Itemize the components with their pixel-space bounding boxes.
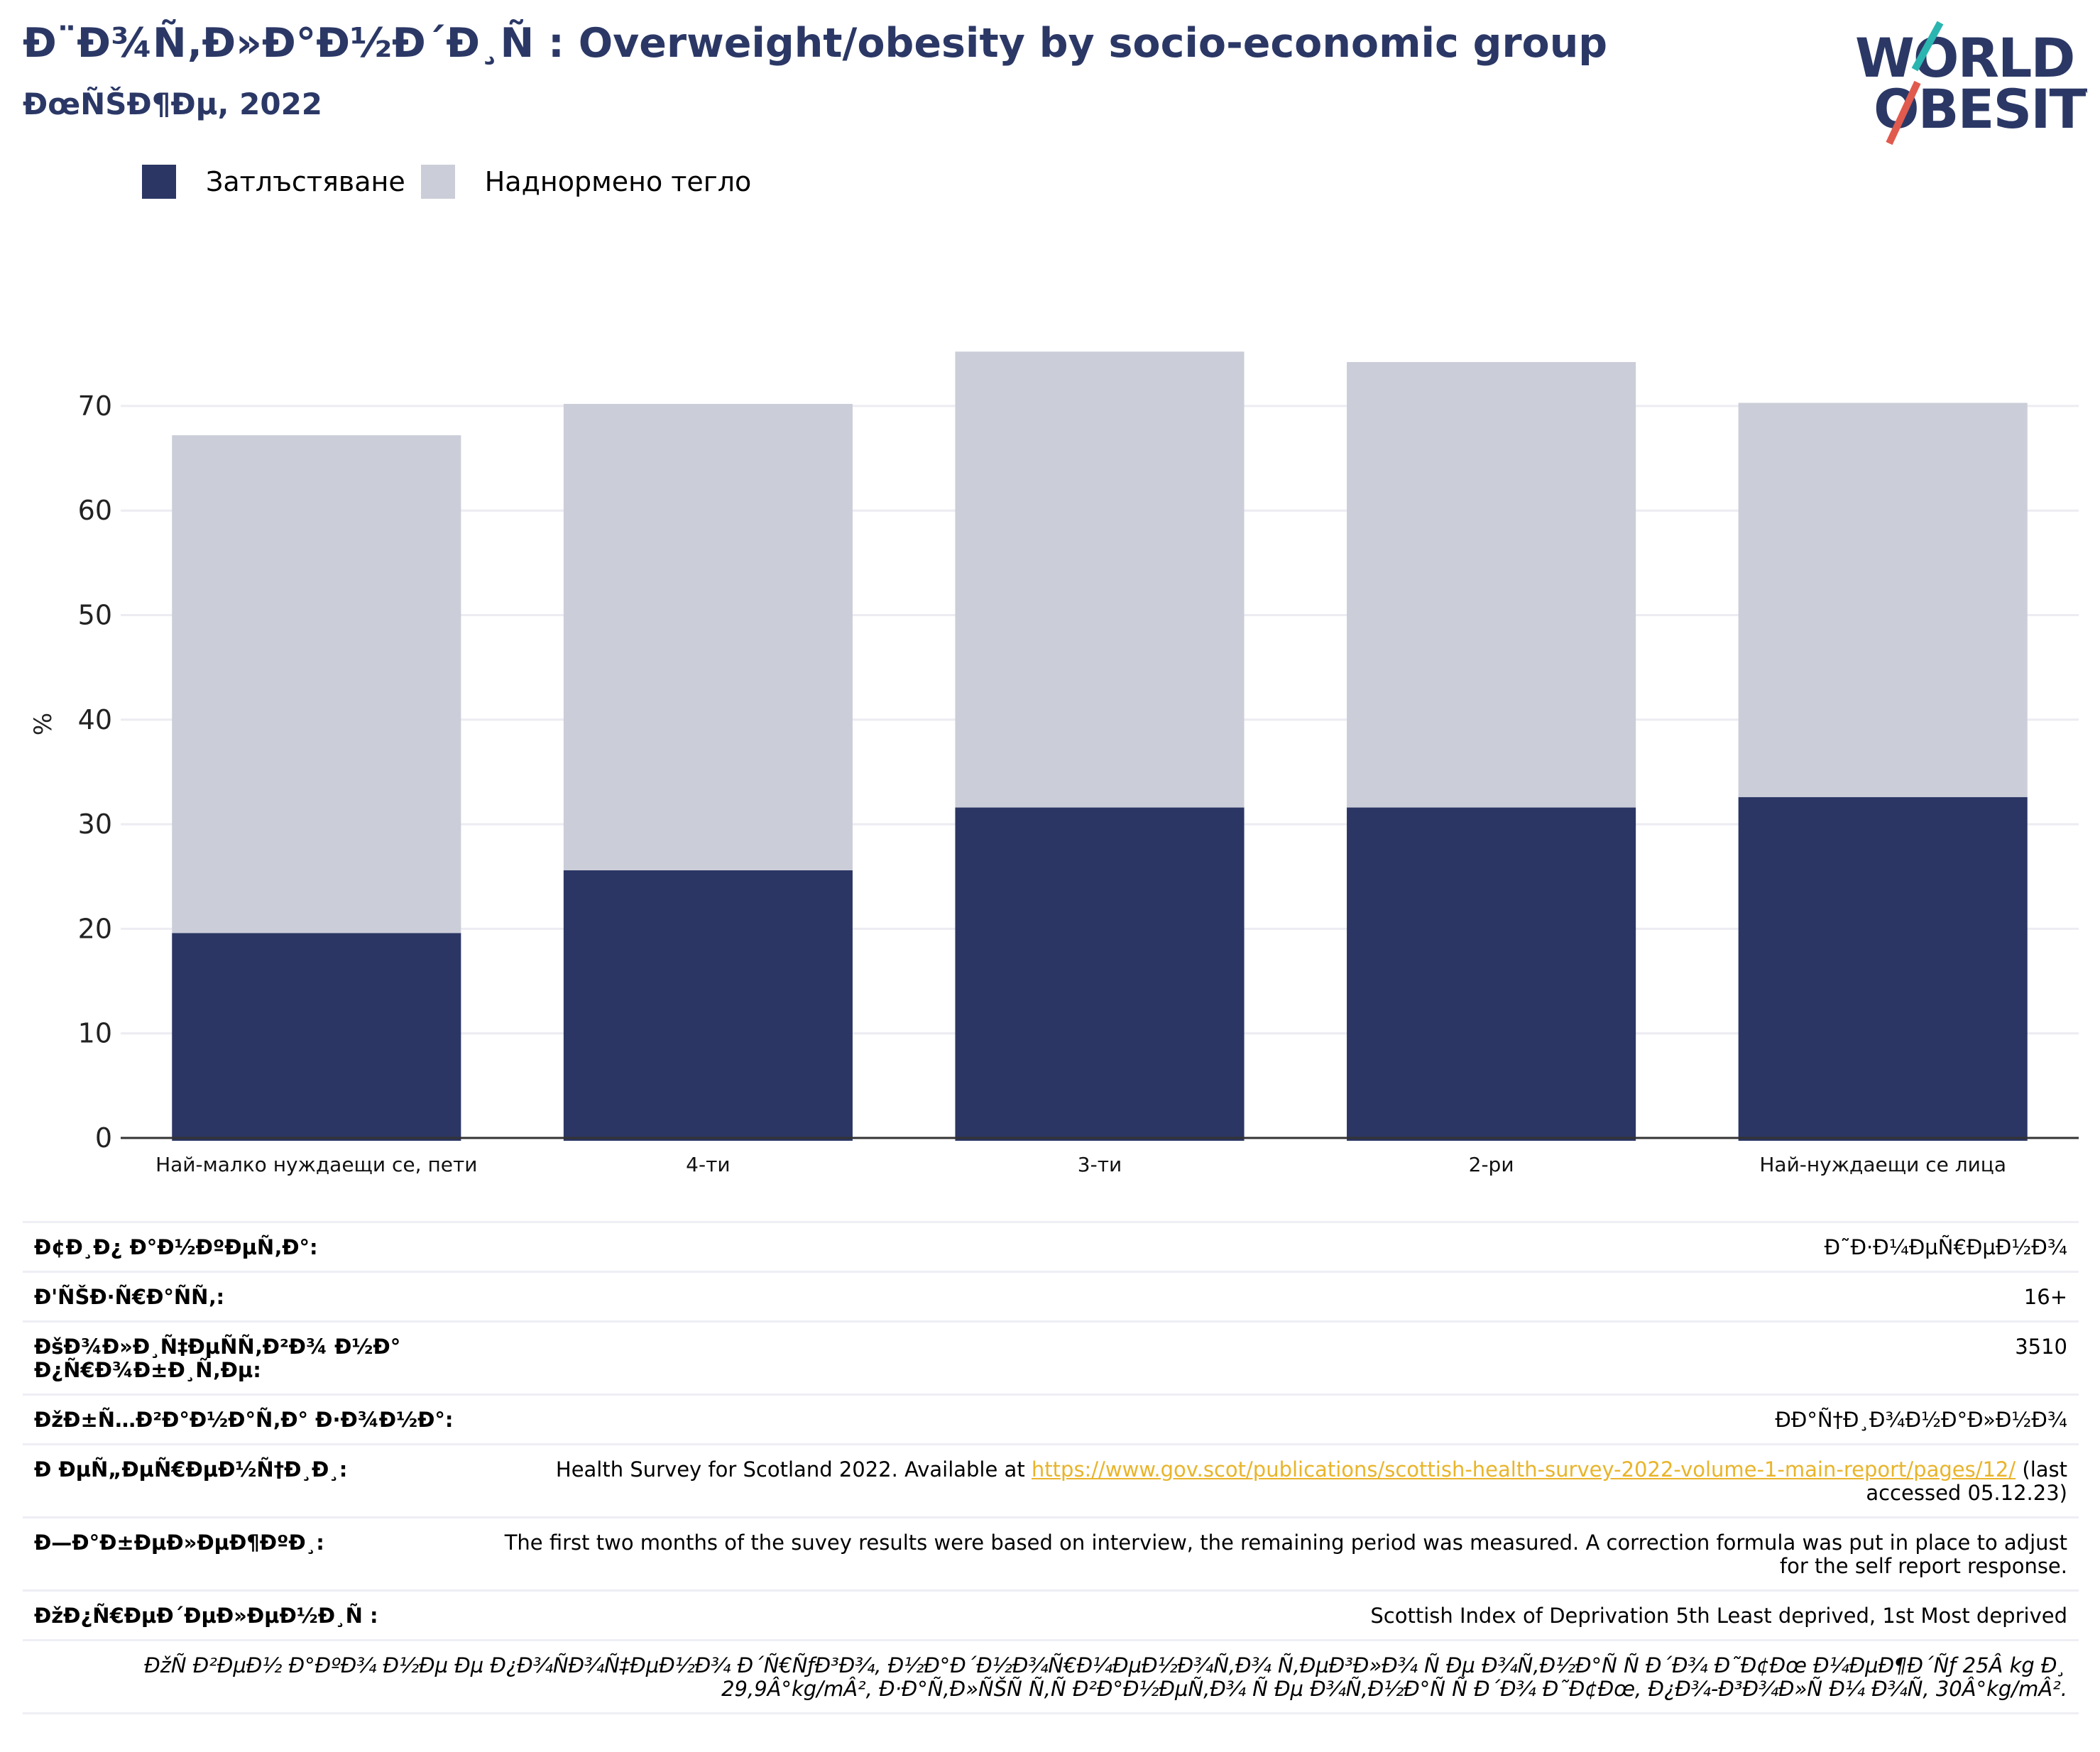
y-tick-label: 30 — [78, 809, 112, 840]
chart-legend: Затлъстяване Наднормено тегло — [142, 163, 767, 200]
meta-value: Health Survey for Scotland 2022. Availab… — [488, 1458, 2067, 1505]
meta-value: 16+ — [2023, 1285, 2067, 1309]
bar-overweight — [172, 435, 461, 934]
bar-obesity — [955, 807, 1245, 1141]
y-tick-label: 20 — [78, 913, 112, 944]
meta-row-definitions: ÐžÐ¿Ñ€ÐµÐ´ÐµÐ»ÐµÐ½Ð¸Ñ : Scottish Index o… — [23, 1589, 2079, 1639]
meta-value: Ð˜Ð·Ð¼ÐµÑ€ÐµÐ½Ð¾ — [1824, 1235, 2067, 1259]
bar-obesity — [563, 870, 853, 1141]
x-tick-label: Най-нуждаещи се лица — [1759, 1153, 2006, 1176]
stacked-bar-chart: 0 10 20 30 40 50 60 70% Най-малко нуждаещи се, п… — [29, 351, 2079, 1176]
y-tick-label: 0 — [95, 1122, 112, 1154]
world-obesity-logo: WORLD OBESITY — [1855, 21, 2087, 146]
page-subtitle: ÐœÑŠÐ¶Ðµ, 2022 — [23, 87, 323, 121]
logo-line-world: WORLD — [1855, 26, 2074, 89]
footnote: ÐžÑ Ð²ÐµÐ½ Ð°ÐºÐ¾ Ð½Ðµ Ðµ Ð¿Ð¾ÑÐ¾Ñ‡ÐµÐ½Ð… — [23, 1639, 2079, 1714]
meta-label: ÐšÐ¾Ð»Ð¸Ñ‡ÐµÑÑ‚Ð²Ð¾ Ð½Ð° Ð¿Ñ€Ð¾Ð±Ð¸Ñ‚Ðµ: — [34, 1335, 401, 1382]
bar-overweight — [1738, 403, 2028, 797]
meta-value: Scottish Index of Deprivation 5th Least … — [1370, 1604, 2067, 1628]
bar-obesity — [1347, 807, 1636, 1141]
meta-label: Ð ÐµÑ„ÐµÑ€ÐµÐ½Ñ†Ð¸Ð¸: — [34, 1457, 348, 1482]
meta-label: ÐžÐ±Ñ…Ð²Ð°Ð½Ð°Ñ‚Ð° Ð·Ð¾Ð½Ð°: — [34, 1408, 454, 1432]
x-tick-label: 3-ти — [1078, 1153, 1122, 1176]
meta-row-survey-type: Ð¢Ð¸Ð¿ Ð°Ð½ÐºÐµÑ‚Ð°: Ð˜Ð·Ð¼ÐµÑ€ÐµÐ½Ð¾ — [23, 1221, 2079, 1271]
meta-value: ÐÐ°Ñ†Ð¸Ð¾Ð½Ð°Ð»Ð½Ð¾ — [1775, 1408, 2067, 1432]
y-tick-label: 60 — [78, 495, 112, 526]
meta-row-sample-size: ÐšÐ¾Ð»Ð¸Ñ‡ÐµÑÑ‚Ð²Ð¾ Ð½Ð° Ð¿Ñ€Ð¾Ð±Ð¸Ñ‚Ðµ:… — [23, 1320, 2079, 1394]
reference-suffix: (last accessed 05.12.23) — [1866, 1457, 2067, 1505]
bar-overweight — [563, 403, 853, 870]
bar-obesity — [172, 933, 461, 1141]
logo-slash-teal — [1911, 21, 1944, 72]
x-tick-label: 2-ри — [1469, 1153, 1514, 1176]
bar-obesity — [1738, 796, 2028, 1141]
meta-label: Ð—Ð°Ð±ÐµÐ»ÐµÐ¶ÐºÐ¸: — [34, 1531, 324, 1555]
legend-label-overweight: Наднормено тегло — [484, 166, 752, 197]
meta-label: Ð¢Ð¸Ð¿ Ð°Ð½ÐºÐµÑ‚Ð°: — [34, 1235, 318, 1259]
legend-label-obesity: Затлъстяване — [206, 166, 405, 197]
reference-text: Health Survey for Scotland 2022. Availab… — [555, 1457, 1032, 1482]
meta-row-age: Ð'ÑŠÐ·Ñ€Ð°ÑÑ‚: 16+ — [23, 1271, 2079, 1320]
meta-value: The first two months of the suvey result… — [504, 1531, 2067, 1578]
page-title: Ð¨Ð¾Ñ‚Ð»Ð°Ð½Ð´Ð¸Ñ : Overweight/obesity b… — [23, 20, 1608, 67]
logo-line-obesity: OBESITY — [1874, 77, 2087, 141]
logo-slash-red — [1886, 80, 1921, 146]
reference-link[interactable]: https://www.gov.scot/publications/scotti… — [1031, 1457, 2016, 1482]
meta-label: ÐžÐ¿Ñ€ÐµÐ´ÐµÐ»ÐµÐ½Ð¸Ñ : — [34, 1604, 378, 1628]
bar-overweight — [955, 351, 1245, 808]
y-tick-label: 50 — [78, 600, 112, 631]
legend-swatch-obesity — [142, 165, 176, 199]
legend-swatch-overweight — [420, 165, 455, 199]
meta-label: Ð'ÑŠÐ·Ñ€Ð°ÑÑ‚: — [34, 1285, 225, 1309]
y-tick-label: 70 — [78, 390, 112, 422]
x-tick-label: 4-ти — [686, 1153, 730, 1176]
bar-overweight — [1347, 362, 1636, 808]
meta-row-notes: Ð—Ð°Ð±ÐµÐ»ÐµÐ¶ÐºÐ¸: The first two months… — [23, 1516, 2079, 1589]
meta-row-area: ÐžÐ±Ñ…Ð²Ð°Ð½Ð°Ñ‚Ð° Ð·Ð¾Ð½Ð°: ÐÐ°Ñ†Ð¸Ð¾Ð½… — [23, 1394, 2079, 1443]
y-tick-label: 10 — [78, 1018, 112, 1049]
y-axis-label: % — [29, 713, 58, 735]
metadata-table: Ð¢Ð¸Ð¿ Ð°Ð½ÐºÐµÑ‚Ð°: Ð˜Ð·Ð¼ÐµÑ€ÐµÐ½Ð¾ Ð'… — [23, 1221, 2079, 1714]
meta-value: 3510 — [2015, 1335, 2067, 1359]
x-tick-label: Най-малко нуждаещи се, пети — [155, 1153, 477, 1176]
meta-row-references: Ð ÐµÑ„ÐµÑ€ÐµÐ½Ñ†Ð¸Ð¸: Health Survey for … — [23, 1443, 2079, 1516]
y-tick-label: 40 — [78, 704, 112, 735]
